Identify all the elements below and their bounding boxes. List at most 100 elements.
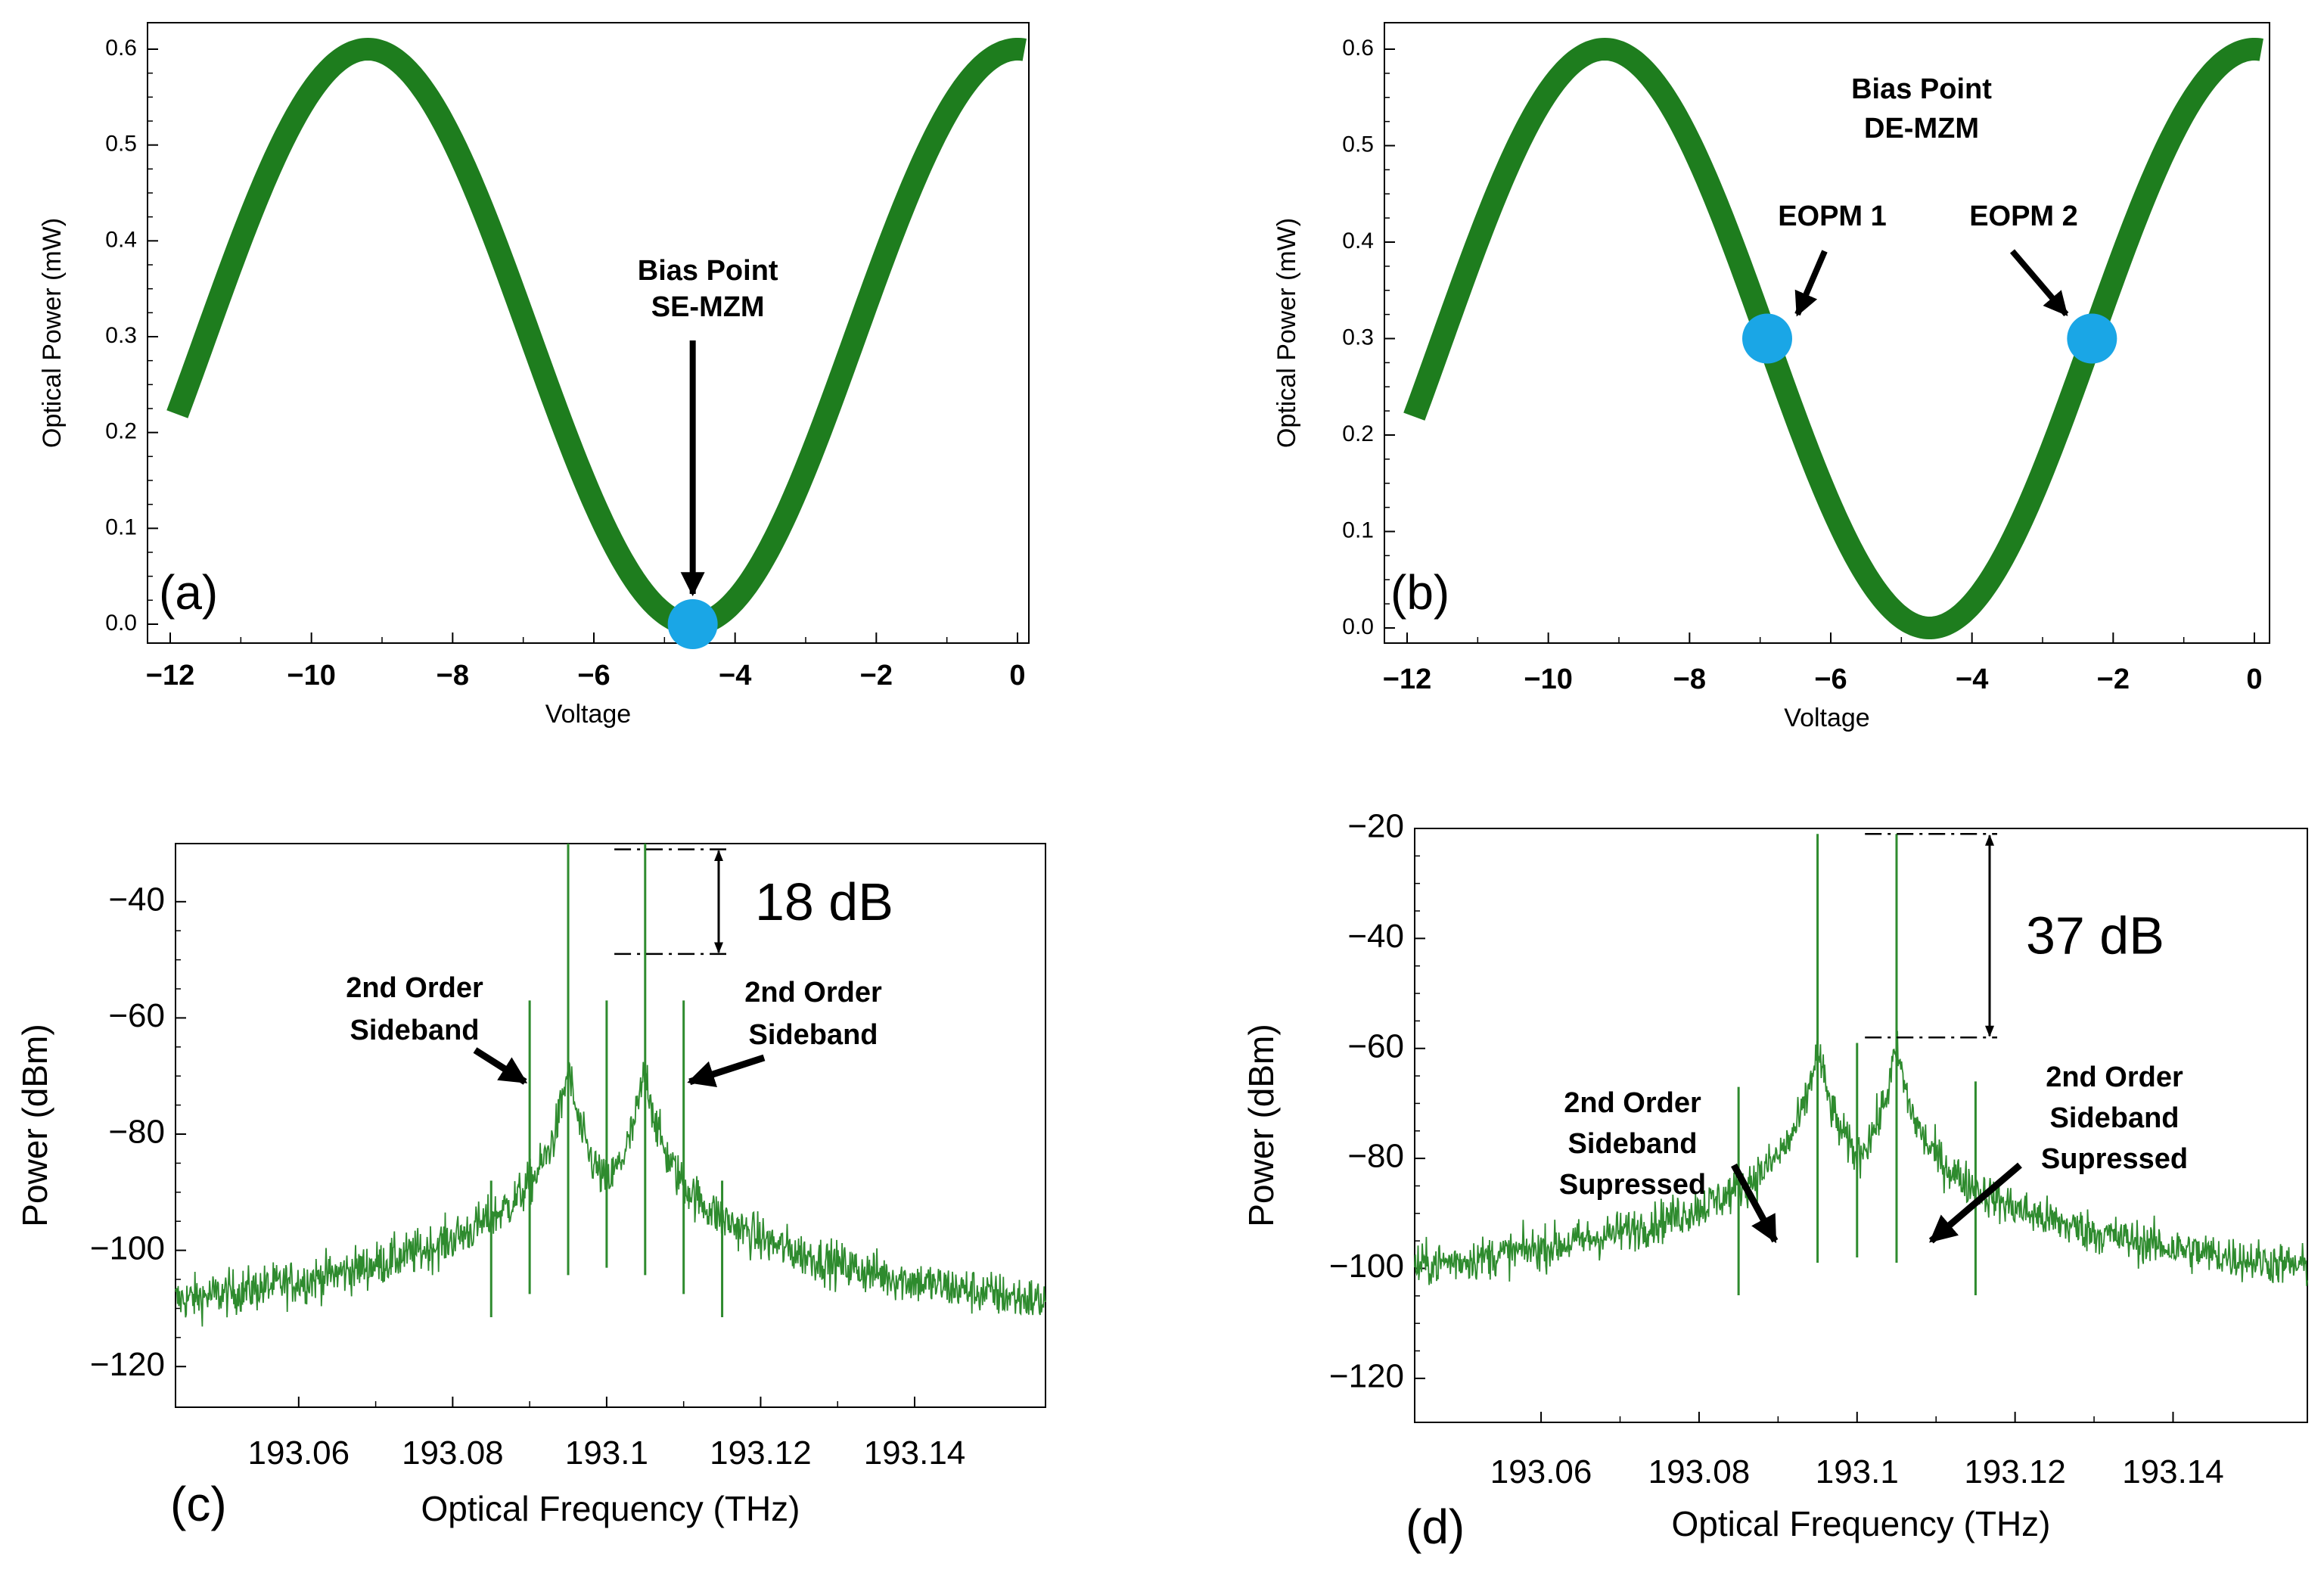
annotation-line: 2nd Order — [1564, 1087, 1701, 1119]
y-tick-label: −100 — [90, 1229, 165, 1267]
x-tick-label: 0 — [2246, 664, 2262, 695]
chart-b: 0.0 0.1 0.2 0.3 0.4 0.5 0.6 −12 −10 −8 −6 −4 −2 0 Volt… — [1272, 22, 2270, 732]
bias-point-marker — [1742, 313, 1792, 364]
annotation-arrow — [1928, 1162, 2022, 1244]
x-tick-label: −6 — [1814, 664, 1847, 695]
chart-a: 0.0 0.1 0.2 0.3 0.4 0.5 0.6 −12 −10 −8 −6 −4 −2 0 Volt… — [38, 22, 1030, 729]
transfer-curve — [1403, 37, 2263, 639]
annotation-eopm-label: EOPM 2 — [1969, 200, 2078, 232]
annotation-arrow — [1731, 1163, 1779, 1244]
y-tick-label: 0.6 — [1342, 36, 1374, 61]
annotation-line: Sideband — [748, 1019, 878, 1051]
x-tick-label: −2 — [2097, 664, 2130, 695]
x-tick-label: 193.12 — [1964, 1453, 2066, 1490]
y-tick-label: −120 — [1329, 1357, 1404, 1394]
y-axis-label: Optical Power (mW) — [1272, 218, 1301, 448]
difference-label: 37 dB — [2026, 906, 2164, 965]
annotation-eopm-label: EOPM 1 — [1778, 200, 1887, 232]
annotation-line: 2nd Order — [2046, 1061, 2183, 1093]
y-tick-label: 0.0 — [1342, 614, 1374, 639]
y-tick-label: −100 — [1329, 1248, 1404, 1285]
panel-label: (c) — [170, 1477, 227, 1531]
annotation-line: SE-MZM — [651, 291, 765, 323]
x-tick-label: −12 — [1383, 664, 1431, 695]
annotation-line: 2nd Order — [744, 977, 882, 1009]
annotation-line: Supressed — [1559, 1169, 1706, 1201]
panel-label: (b) — [1390, 565, 1449, 620]
x-tick-label: 193.14 — [864, 1434, 966, 1472]
x-tick-label: 193.06 — [1490, 1453, 1592, 1490]
y-tick-label: −80 — [1347, 1138, 1404, 1175]
x-tick-label: 193.06 — [248, 1434, 350, 1472]
bias-point-marker — [667, 599, 718, 649]
y-tick-label: −60 — [108, 997, 165, 1034]
bias-point-marker — [2067, 313, 2117, 364]
x-tick-label: −6 — [577, 660, 610, 692]
y-tick-label: 0.4 — [1342, 228, 1374, 253]
x-axis-label: Optical Frequency (THz) — [1671, 1504, 2050, 1543]
x-tick-label: 193.12 — [710, 1434, 812, 1472]
y-tick-label: −20 — [1347, 808, 1404, 845]
x-tick-label: −12 — [146, 660, 194, 692]
y-tick-label: −40 — [108, 881, 165, 918]
chart-c: −120 −100 −80 −60 −40 193.06 193.08 193.1 193.12… — [15, 843, 1046, 1531]
panel-label: (d) — [1406, 1500, 1465, 1554]
y-tick-label: 0.5 — [105, 132, 137, 157]
x-tick-label: 193.14 — [2122, 1453, 2224, 1490]
difference-label: 18 dB — [755, 872, 893, 931]
plot-frame — [1384, 22, 2270, 644]
annotation-line: Sideband — [350, 1015, 479, 1046]
x-tick-label: 193.08 — [1648, 1453, 1751, 1490]
panel-label: (a) — [159, 565, 218, 620]
y-tick-label: 0.2 — [1342, 421, 1374, 446]
x-tick-label: −8 — [1673, 664, 1706, 695]
annotation-title-line: DE-MZM — [1864, 113, 1979, 145]
y-axis-label: Optical Power (mW) — [38, 218, 67, 448]
plot-frame — [1414, 828, 2308, 1423]
x-tick-label: 0 — [1009, 660, 1025, 692]
x-tick-label: 193.1 — [1816, 1453, 1899, 1490]
y-tick-label: 0.4 — [105, 227, 137, 252]
y-tick-label: 0.6 — [105, 36, 137, 61]
annotation-line: Bias Point — [638, 255, 778, 287]
y-tick-label: 0.0 — [105, 611, 137, 636]
annotation-line: Sideband — [1567, 1128, 1697, 1160]
x-tick-label: −4 — [719, 660, 751, 692]
x-tick-label: −4 — [1956, 664, 1988, 695]
y-tick-label: 0.3 — [105, 323, 137, 348]
chart-d: −120 −100 −80 −60 −40 −20 193.06 193.08 193.1 193… — [1241, 808, 2308, 1554]
x-tick-label: −8 — [437, 660, 469, 692]
y-tick-label: 0.1 — [105, 514, 137, 539]
annotation-title-line: Bias Point — [1851, 73, 1992, 105]
annotation-arrow — [687, 1054, 766, 1088]
y-axis-label: Power (dBm) — [1241, 1024, 1281, 1226]
x-tick-label: −10 — [287, 660, 335, 692]
annotation-arrow — [473, 1047, 528, 1085]
y-tick-label: 0.5 — [1342, 132, 1374, 157]
y-tick-label: −40 — [1347, 918, 1404, 955]
y-tick-label: −80 — [108, 1114, 165, 1151]
plot-frame — [147, 22, 1030, 644]
x-tick-label: 193.1 — [565, 1434, 648, 1472]
spectrum-trace — [175, 1061, 1046, 1327]
y-tick-label: −120 — [90, 1346, 165, 1383]
transfer-curve — [166, 37, 1027, 636]
x-axis-label: Optical Frequency (THz) — [421, 1489, 800, 1528]
x-axis-label: Voltage — [545, 700, 631, 729]
y-tick-label: −60 — [1347, 1027, 1404, 1065]
x-tick-label: −2 — [860, 660, 893, 692]
annotation-line: Supressed — [2041, 1143, 2188, 1175]
annotation-arrow — [1794, 250, 1828, 317]
annotation-line: Sideband — [2049, 1102, 2179, 1134]
annotation-line: 2nd Order — [346, 972, 483, 1004]
x-tick-label: −10 — [1524, 664, 1572, 695]
y-tick-label: 0.2 — [105, 419, 137, 444]
plot-frame — [175, 843, 1046, 1408]
y-axis-label: Power (dBm) — [15, 1024, 54, 1226]
y-tick-label: 0.1 — [1342, 517, 1374, 542]
x-tick-label: 193.08 — [402, 1434, 504, 1472]
annotation-arrow — [2009, 249, 2069, 317]
y-tick-label: 0.3 — [1342, 325, 1374, 350]
x-axis-label: Voltage — [1784, 704, 1869, 732]
